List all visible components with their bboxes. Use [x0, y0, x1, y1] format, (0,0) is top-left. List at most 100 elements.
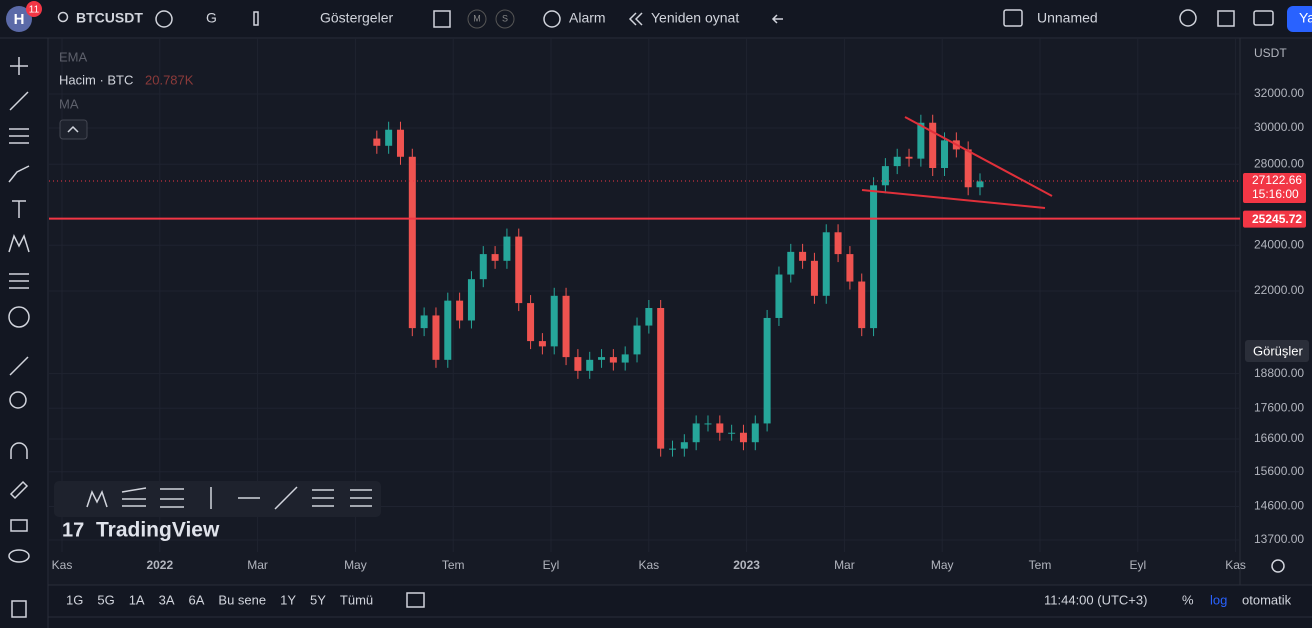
layout-name[interactable]: Unnamed: [1037, 10, 1098, 26]
volume-legend: Hacim · BTC: [59, 72, 133, 87]
candle: [657, 307, 665, 449]
candle: [479, 254, 487, 280]
candle: [645, 307, 653, 326]
y-tick-label: 18800.00: [1254, 366, 1304, 380]
candle: [467, 279, 475, 321]
prediction-tool[interactable]: [9, 273, 29, 289]
y-tick-label: 32000.00: [1254, 86, 1304, 100]
y-tick-label: 30000.00: [1254, 120, 1304, 134]
tool[interactable]: [121, 487, 147, 507]
settings[interactable]: [1179, 9, 1197, 27]
m-button[interactable]: [467, 9, 487, 29]
log-toggle[interactable]: log: [1210, 592, 1227, 607]
ruler-tool[interactable]: [9, 356, 29, 376]
percent[interactable]: %: [1182, 592, 1194, 607]
lock-draw-tool[interactable]: [9, 480, 29, 500]
candle: [881, 166, 889, 186]
brand-logo: 17: [62, 519, 84, 541]
add-icon[interactable]: [155, 10, 173, 28]
x-tick-label: May: [931, 558, 954, 572]
range-button[interactable]: 5Y: [310, 592, 326, 607]
badge-count: 11: [29, 5, 40, 16]
trend-tool[interactable]: [9, 91, 29, 111]
range-button[interactable]: 5G: [97, 592, 114, 607]
trash-tool[interactable]: [11, 600, 27, 618]
plot: [49, 38, 1240, 552]
templates-icon[interactable]: [433, 10, 451, 28]
candle: [917, 122, 925, 159]
collapse-legend[interactable]: [59, 119, 88, 140]
candle: [739, 432, 747, 443]
tool[interactable]: [312, 489, 334, 507]
x-tick-label: Kas: [1225, 558, 1246, 572]
range-button[interactable]: 1Y: [280, 592, 296, 607]
replay[interactable]: Yeniden oynat: [651, 10, 739, 26]
pattern-tool[interactable]: [8, 234, 30, 253]
views-button[interactable]: [1245, 340, 1309, 362]
range-button[interactable]: Tümü: [340, 592, 373, 607]
candle: [893, 156, 901, 167]
x-tick-label: Kas: [638, 558, 659, 572]
icon-tool[interactable]: [8, 306, 30, 328]
tool[interactable]: [274, 486, 298, 510]
alarm[interactable]: Alarm: [569, 10, 606, 26]
clock[interactable]: 11:44:00 (UTC+3): [1044, 592, 1147, 607]
undo[interactable]: [771, 14, 783, 24]
hide-tool[interactable]: [8, 549, 30, 563]
range-button[interactable]: 1A: [129, 592, 145, 607]
symbol[interactable]: BTCUSDT: [76, 10, 143, 26]
candle: [396, 129, 404, 157]
candle: [787, 251, 795, 275]
x-tick-label: Eyl: [1129, 558, 1146, 572]
candle: [858, 281, 866, 329]
tool[interactable]: [86, 490, 108, 508]
tool[interactable]: [350, 489, 372, 507]
candle: [527, 303, 535, 342]
cursor-tool[interactable]: [10, 57, 28, 75]
candle: [515, 236, 523, 304]
brush-tool[interactable]: [8, 165, 30, 183]
range-button[interactable]: 1G: [66, 592, 83, 607]
range-button[interactable]: Bu sene: [218, 592, 266, 607]
axis-settings[interactable]: [1271, 559, 1285, 573]
tool[interactable]: [160, 488, 184, 508]
zoom-tool[interactable]: [9, 391, 27, 409]
candle: [751, 423, 759, 443]
snapshot[interactable]: [1253, 10, 1274, 26]
candle: [373, 138, 381, 146]
candle: [609, 357, 617, 363]
indicators[interactable]: Göstergeler: [320, 10, 393, 26]
candle: [574, 357, 582, 371]
interval[interactable]: G: [206, 10, 217, 26]
candle: [538, 341, 546, 347]
magnet-tool[interactable]: [10, 442, 28, 459]
avatar[interactable]: [6, 6, 32, 32]
trend-line: [904, 116, 1053, 197]
lock-tool[interactable]: [10, 519, 28, 532]
range-button[interactable]: 6A: [189, 592, 205, 607]
y-tick-label: 14600.00: [1254, 499, 1304, 513]
publish-button[interactable]: [1287, 6, 1312, 32]
bars-icon[interactable]: [253, 11, 259, 26]
candle: [905, 156, 913, 159]
s-button[interactable]: [495, 9, 515, 29]
candle: [846, 254, 854, 282]
range-button[interactable]: 3A: [159, 592, 175, 607]
x-tick-label: 2022: [146, 558, 173, 572]
y-tick-label: 24000.00: [1254, 237, 1304, 251]
y-tick-label: 15600.00: [1254, 464, 1304, 478]
publish-label: Ya: [1299, 10, 1312, 26]
auto-toggle[interactable]: otomatik: [1242, 592, 1292, 607]
fib-tool[interactable]: [9, 128, 29, 144]
x-tick-label: Eyl: [543, 558, 560, 572]
candle: [586, 359, 594, 371]
candle: [503, 236, 511, 261]
fullscreen[interactable]: [1217, 10, 1235, 27]
date-range[interactable]: [406, 592, 425, 608]
text-tool[interactable]: [12, 200, 26, 218]
y-tick-label: 16600.00: [1254, 431, 1304, 445]
candle: [633, 325, 641, 355]
x-tick-label: Mar: [834, 558, 855, 572]
candle: [669, 448, 676, 450]
